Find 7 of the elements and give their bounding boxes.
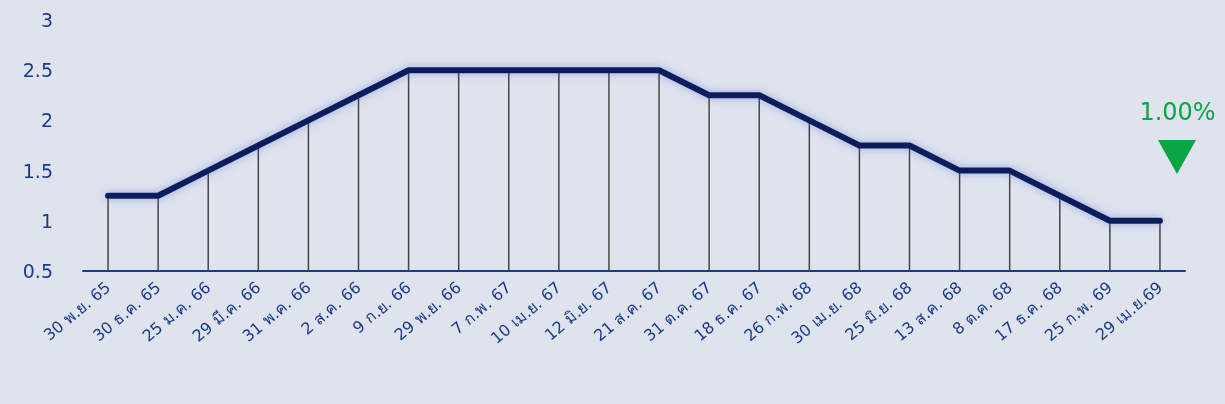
y-tick-label: 2.5: [22, 59, 53, 82]
y-tick-label: 3: [40, 9, 53, 31]
y-tick-label: 0.5: [22, 260, 53, 282]
y-tick-label: 2: [40, 109, 53, 132]
y-tick-label: 1: [40, 209, 53, 232]
y-tick-label: 1.5: [22, 159, 53, 182]
annotation: 1.00%: [1138, 98, 1217, 126]
